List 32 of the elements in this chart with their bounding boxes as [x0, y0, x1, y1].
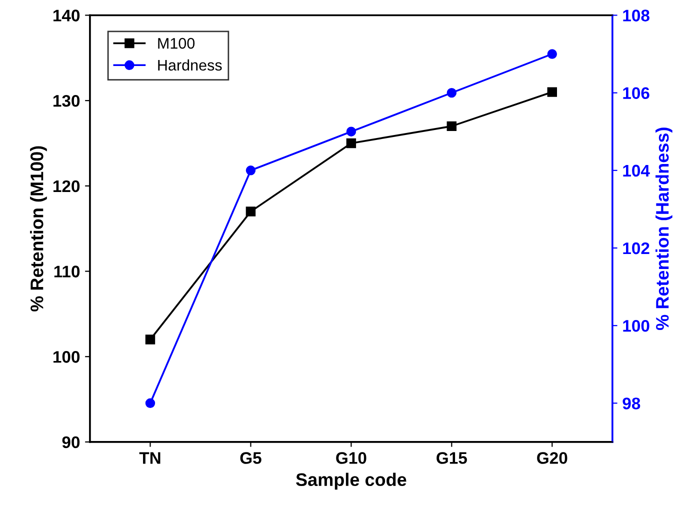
- point: [145, 398, 156, 408]
- x-tick-label: TN: [139, 452, 160, 464]
- y-tick-label: 110: [54, 266, 80, 278]
- point: [246, 206, 256, 216]
- y2-tick-label: 102: [623, 242, 650, 254]
- point: [145, 334, 156, 344]
- x-tick-label: G15: [436, 452, 467, 464]
- legend-label: Hardness: [158, 59, 222, 71]
- y2-tick-label: 98: [622, 398, 640, 410]
- y2-axis-title: % Retention (Hardness): [656, 128, 672, 330]
- x-tick-label: G5: [240, 452, 262, 464]
- point: [446, 88, 457, 98]
- y-tick-label: 140: [53, 10, 80, 22]
- y2-tick-label: 106: [623, 87, 650, 100]
- point: [547, 49, 557, 59]
- point: [346, 138, 356, 148]
- y2-tick-label: 104: [623, 164, 650, 177]
- y2-tick-label: 100: [623, 320, 650, 332]
- y-tick-label: 90: [62, 436, 80, 448]
- x-axis-title: Sample code: [296, 472, 406, 490]
- point: [246, 166, 256, 176]
- legend-label: M100: [158, 38, 195, 49]
- x-tick-label: G10: [336, 452, 366, 464]
- y-tick-label: 130: [53, 94, 80, 107]
- point: [547, 87, 557, 97]
- y2-tick-label: 108: [623, 10, 650, 22]
- y-tick-label: 120: [53, 180, 80, 192]
- point: [346, 126, 356, 136]
- y-axis-title: % Retention (M100): [30, 146, 47, 312]
- x-tick-label: G20: [537, 452, 568, 464]
- point: [446, 121, 457, 132]
- y-tick-label: 100: [53, 351, 80, 363]
